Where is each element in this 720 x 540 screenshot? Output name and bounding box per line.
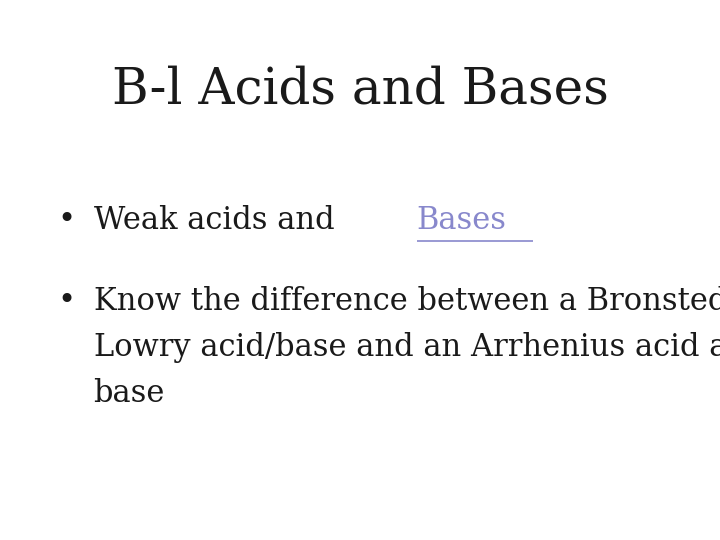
Text: •: • <box>58 205 76 236</box>
Text: Bases: Bases <box>417 205 507 236</box>
Text: Lowry acid/base and an Arrhenius acid and: Lowry acid/base and an Arrhenius acid an… <box>94 332 720 363</box>
Text: base: base <box>94 378 165 409</box>
Text: B-l Acids and Bases: B-l Acids and Bases <box>112 65 608 114</box>
Text: Know the difference between a Bronsted-: Know the difference between a Bronsted- <box>94 286 720 317</box>
Text: Weak acids and: Weak acids and <box>94 205 344 236</box>
Text: •: • <box>58 286 76 317</box>
